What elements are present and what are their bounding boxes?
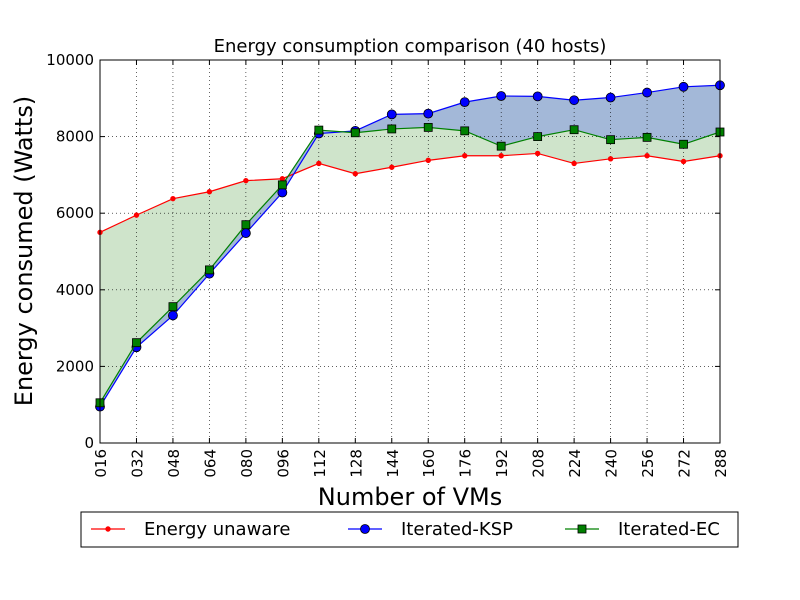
point-energy-unaware (644, 153, 650, 159)
point-energy-unaware (680, 158, 687, 165)
point-energy-unaware (571, 160, 577, 167)
legend-marker-iterated-ec (577, 524, 587, 534)
point-iterated-ec (496, 141, 506, 151)
point-iterated-ksp (459, 97, 470, 108)
point-iterated-ksp (277, 187, 288, 198)
point-energy-unaware (389, 164, 395, 170)
point-iterated-ksp (423, 108, 434, 119)
point-iterated-ec (387, 124, 397, 134)
point-iterated-ec (277, 180, 287, 190)
x-tick-label: 208 (530, 449, 548, 478)
point-energy-unaware (498, 153, 504, 159)
x-tick-label: 144 (384, 449, 402, 478)
x-tick-label: 272 (676, 449, 694, 478)
y-tick-label: 10000 (46, 51, 94, 69)
point-iterated-ec (241, 220, 251, 230)
point-iterated-ec (533, 132, 543, 142)
legend-marker-energy-unaware (105, 526, 111, 532)
y-tick-label: 8000 (56, 128, 94, 146)
fill-iterated-ksp-to-iterated-ec (100, 85, 720, 407)
x-tick-label: 080 (238, 449, 256, 478)
x-tick-label: 064 (201, 449, 219, 478)
point-energy-unaware (607, 156, 614, 162)
point-energy-unaware (534, 150, 541, 157)
legend-label-energy-unaware: Energy unaware (144, 519, 290, 540)
x-tick-label: 160 (420, 449, 438, 478)
point-iterated-ec (314, 125, 324, 135)
point-energy-unaware (206, 189, 213, 195)
legend-box (80, 511, 739, 548)
point-iterated-ec (460, 126, 470, 136)
series-line-iterated-ec (99, 126, 721, 404)
legend: Energy unaware Iterated-KSP Iterated-EC (80, 511, 739, 548)
point-iterated-ec (569, 125, 579, 135)
x-axis-ticks: 016 032 048 064 080 096 112 128 144 160 176 192 208 2… (92, 60, 730, 478)
plot-frame (99, 59, 721, 444)
point-iterated-ec (679, 139, 688, 149)
x-tick-label: 176 (457, 449, 475, 478)
legend-item-iterated-ec: Iterated-EC (565, 519, 720, 540)
point-iterated-ec (423, 123, 433, 132)
legend-item-iterated-ksp: Iterated-KSP (348, 519, 513, 540)
chart-title: Energy consumption comparison (40 hosts) (214, 36, 607, 57)
x-tick-label: 288 (712, 449, 730, 478)
grid-lines (100, 60, 720, 443)
point-energy-unaware (462, 153, 468, 159)
y-axis-label: Energy consumed (Watts) (10, 96, 38, 406)
point-iterated-ec (132, 338, 141, 348)
point-iterated-ksp (496, 91, 507, 101)
x-tick-label: 016 (92, 449, 110, 478)
point-energy-unaware (170, 195, 176, 202)
point-iterated-ec (168, 302, 178, 312)
point-iterated-ec (606, 135, 615, 145)
y-tick-label: 6000 (56, 204, 94, 222)
x-tick-label: 096 (274, 449, 292, 478)
point-iterated-ksp (569, 95, 580, 106)
legend-label-iterated-ec: Iterated-EC (618, 519, 720, 540)
y-tick-label: 2000 (56, 357, 94, 375)
series-layer (95, 80, 725, 412)
point-energy-unaware (279, 176, 286, 182)
series-line-iterated-ksp (99, 84, 721, 407)
x-tick-label: 224 (566, 449, 584, 478)
point-iterated-ksp (532, 91, 543, 102)
point-energy-unaware (133, 212, 140, 218)
point-iterated-ksp (240, 228, 251, 239)
point-iterated-ec (205, 265, 214, 275)
point-energy-unaware (243, 177, 249, 184)
point-iterated-ec (350, 128, 360, 138)
y-tick-label: 4000 (56, 281, 94, 299)
x-tick-label: 048 (165, 449, 183, 478)
point-energy-unaware (352, 171, 358, 177)
fill-iterated-ec-to-energy-unaware (100, 127, 720, 403)
series-line-energy-unaware (99, 152, 721, 233)
point-iterated-ksp (386, 109, 397, 120)
point-iterated-ksp (678, 81, 689, 92)
x-tick-label: 192 (493, 449, 511, 478)
point-energy-unaware (425, 157, 431, 164)
x-tick-label: 240 (603, 449, 621, 478)
x-tick-label: 256 (639, 449, 657, 478)
point-iterated-ksp (168, 310, 178, 321)
point-iterated-ksp (642, 87, 652, 98)
point-iterated-ksp (605, 92, 616, 103)
fill-regions (100, 85, 720, 407)
legend-label-iterated-ksp: Iterated-KSP (401, 519, 513, 540)
x-axis-label: Number of VMs (318, 483, 502, 511)
legend-marker-iterated-ksp (360, 524, 370, 534)
x-tick-label: 112 (311, 449, 329, 478)
x-tick-label: 128 (347, 449, 365, 478)
point-iterated-ec (642, 132, 652, 142)
point-energy-unaware (316, 160, 322, 167)
y-tick-label: 0 (84, 434, 94, 452)
series-iterated-ec (95, 123, 725, 408)
y-axis-ticks: 0 2000 4000 6000 8000 10000 (46, 51, 720, 452)
x-tick-label: 032 (128, 449, 146, 478)
legend-item-energy-unaware: Energy unaware (91, 519, 290, 540)
